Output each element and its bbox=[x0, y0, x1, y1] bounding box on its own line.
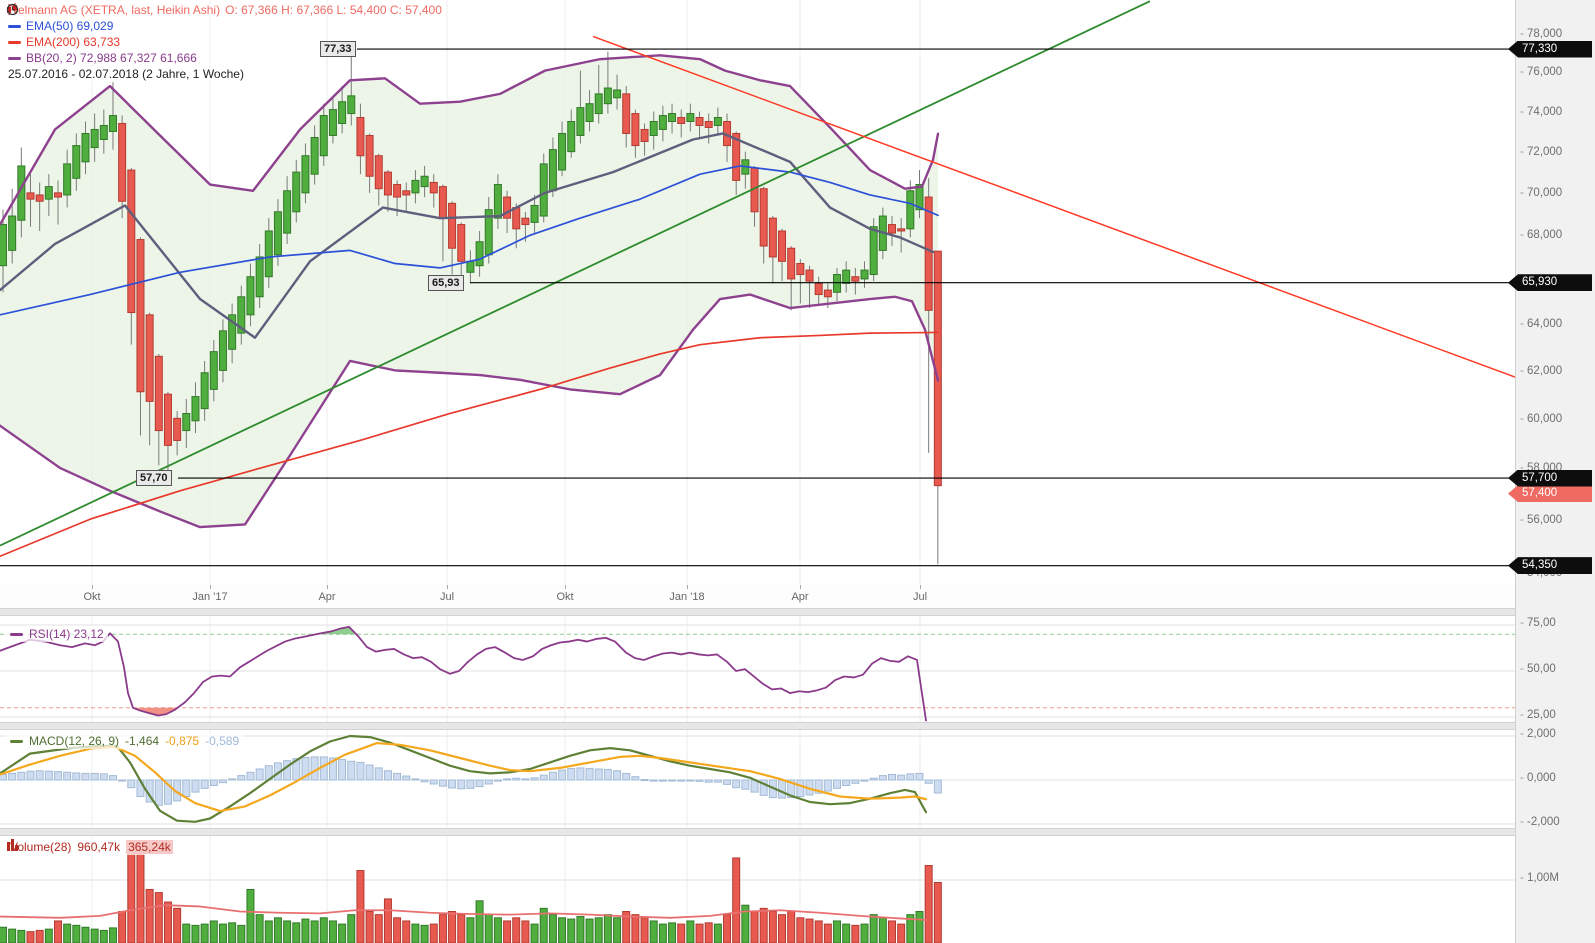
clock-icon bbox=[6, 3, 19, 16]
price-level-badge: 57,700 bbox=[1508, 469, 1592, 487]
macd-panel[interactable]: MACD(12, 26, 9) -1,464 -0,875 -0,589 bbox=[0, 730, 1516, 828]
time-axis-label: Okt bbox=[83, 591, 101, 603]
axis-tick-label: 1,00M bbox=[1520, 872, 1559, 884]
panel-separator[interactable] bbox=[0, 828, 1595, 836]
instrument-row: Fielmann AG (XETRA, last, Heikin Ashi) O… bbox=[6, 3, 446, 17]
axis-tick-label: 64,000 bbox=[1520, 318, 1562, 330]
time-tick bbox=[687, 585, 688, 589]
macd-hist-value: -0,589 bbox=[205, 734, 240, 748]
axis-tick-label: 76,000 bbox=[1520, 66, 1562, 78]
bb-swatch-icon bbox=[8, 56, 21, 60]
rsi-label: RSI(14) 23,12 bbox=[29, 627, 104, 641]
ohlc-readout: O: 67,366 H: 67,366 L: 54,400 C: 57,400 bbox=[225, 3, 442, 17]
rsi-canvas[interactable] bbox=[0, 616, 1516, 722]
axis-tick-label: 72,000 bbox=[1520, 146, 1562, 158]
rsi-legend: RSI(14) 23,12 bbox=[6, 626, 108, 642]
rsi-panel[interactable]: RSI(14) 23,12 bbox=[0, 616, 1516, 722]
axis-tick-label: 0,000 bbox=[1520, 772, 1556, 784]
panel-separator[interactable] bbox=[0, 722, 1595, 730]
time-tick bbox=[565, 585, 566, 589]
date-range-label: 25.07.2016 - 02.07.2018 (2 Jahre, 1 Woch… bbox=[8, 67, 244, 81]
time-axis-label: Okt bbox=[556, 591, 574, 603]
price-level-badge: 77,330 bbox=[1508, 40, 1592, 58]
volume-canvas[interactable] bbox=[0, 836, 1516, 943]
axis-tick-label: 50,00 bbox=[1520, 663, 1556, 675]
axis-tick-label: 68,000 bbox=[1520, 229, 1562, 241]
volume-panel[interactable]: Volume(28) 960,47k 365,24k bbox=[0, 836, 1516, 943]
ema200-row: EMA(200) 63,733 bbox=[6, 35, 125, 49]
price-chart-canvas[interactable] bbox=[0, 0, 1516, 585]
price-line-label: 57,70 bbox=[136, 470, 172, 487]
axis-tick-label: 75,00 bbox=[1520, 617, 1556, 629]
volume-value: 960,47k bbox=[77, 840, 121, 854]
time-axis-label: Apr bbox=[318, 591, 336, 603]
axis-tick-label: 60,000 bbox=[1520, 413, 1562, 425]
ema50-swatch-icon bbox=[8, 24, 21, 28]
range-row: 25.07.2016 - 02.07.2018 (2 Jahre, 1 Woch… bbox=[6, 3, 248, 81]
time-axis-label: Jan '17 bbox=[192, 591, 228, 603]
axis-tick-label: 25,00 bbox=[1520, 709, 1556, 721]
time-axis-label: Jul bbox=[439, 591, 455, 603]
instrument-title: Fielmann AG (XETRA, last, Heikin Ashi) bbox=[8, 3, 221, 17]
time-axis-label: Jan '18 bbox=[669, 591, 705, 603]
panel-separator[interactable] bbox=[0, 608, 1595, 616]
volume-ma-value: 365,24k bbox=[126, 840, 173, 854]
time-tick bbox=[447, 585, 448, 589]
macd-swatch-icon bbox=[10, 739, 23, 743]
price-axis-gutter[interactable]: 78,000 76,000 74,000 72,000 70,000 68,000 64,0… bbox=[1508, 0, 1595, 943]
axis-tick-label: 70,000 bbox=[1520, 187, 1562, 199]
rsi-swatch-icon bbox=[10, 632, 23, 636]
macd-canvas[interactable] bbox=[0, 730, 1516, 828]
time-tick bbox=[327, 585, 328, 589]
price-chart-panel[interactable]: 77,33 65,93 57,70 Fielmann AG (XETRA, last… bbox=[0, 0, 1516, 585]
axis-tick-label: 74,000 bbox=[1520, 106, 1562, 118]
price-level-badge: 54,350 bbox=[1508, 557, 1592, 575]
ema50-label: EMA(50) 69,029 bbox=[26, 19, 114, 33]
ema200-label: EMA(200) 63,733 bbox=[26, 35, 121, 49]
price-line-label: 77,33 bbox=[320, 41, 356, 58]
macd-value: -1,464 bbox=[125, 734, 160, 748]
axis-tick-label: 2,000 bbox=[1520, 728, 1556, 740]
volume-legend: Volume(28) 960,47k 365,24k bbox=[6, 839, 177, 855]
time-tick bbox=[920, 585, 921, 589]
axis-tick-label: 56,000 bbox=[1520, 514, 1562, 526]
axis-tick-label: 62,000 bbox=[1520, 365, 1562, 377]
macd-legend: MACD(12, 26, 9) -1,464 -0,875 -0,589 bbox=[6, 733, 244, 749]
bb-row: BB(20, 2) 72,988 67,327 61,666 bbox=[6, 51, 201, 65]
time-tick bbox=[800, 585, 801, 589]
macd-name: MACD(12, 26, 9) bbox=[29, 734, 120, 748]
volume-name: Volume(28) bbox=[10, 840, 72, 854]
time-axis-label: Apr bbox=[791, 591, 809, 603]
time-axis-label: Jul bbox=[912, 591, 928, 603]
volume-bars-icon bbox=[7, 839, 18, 851]
time-tick bbox=[92, 585, 93, 589]
axis-tick-label: 78,000 bbox=[1520, 28, 1562, 40]
time-tick bbox=[210, 585, 211, 589]
time-axis[interactable]: Okt Jan '17 Apr Jul Okt Jan '18 Apr Jul bbox=[0, 585, 1516, 608]
ema50-row: EMA(50) 69,029 bbox=[6, 19, 118, 33]
ema200-swatch-icon bbox=[8, 40, 21, 44]
chart-legend: Fielmann AG (XETRA, last, Heikin Ashi) O… bbox=[6, 3, 446, 83]
price-line-label: 65,93 bbox=[428, 274, 464, 291]
bb-label: BB(20, 2) 72,988 67,327 61,666 bbox=[26, 51, 197, 65]
last-price-badge: 57,400 bbox=[1508, 485, 1592, 503]
axis-tick-label: -2,000 bbox=[1520, 816, 1560, 828]
price-level-badge: 65,930 bbox=[1508, 274, 1592, 292]
macd-signal-value: -0,875 bbox=[165, 734, 200, 748]
